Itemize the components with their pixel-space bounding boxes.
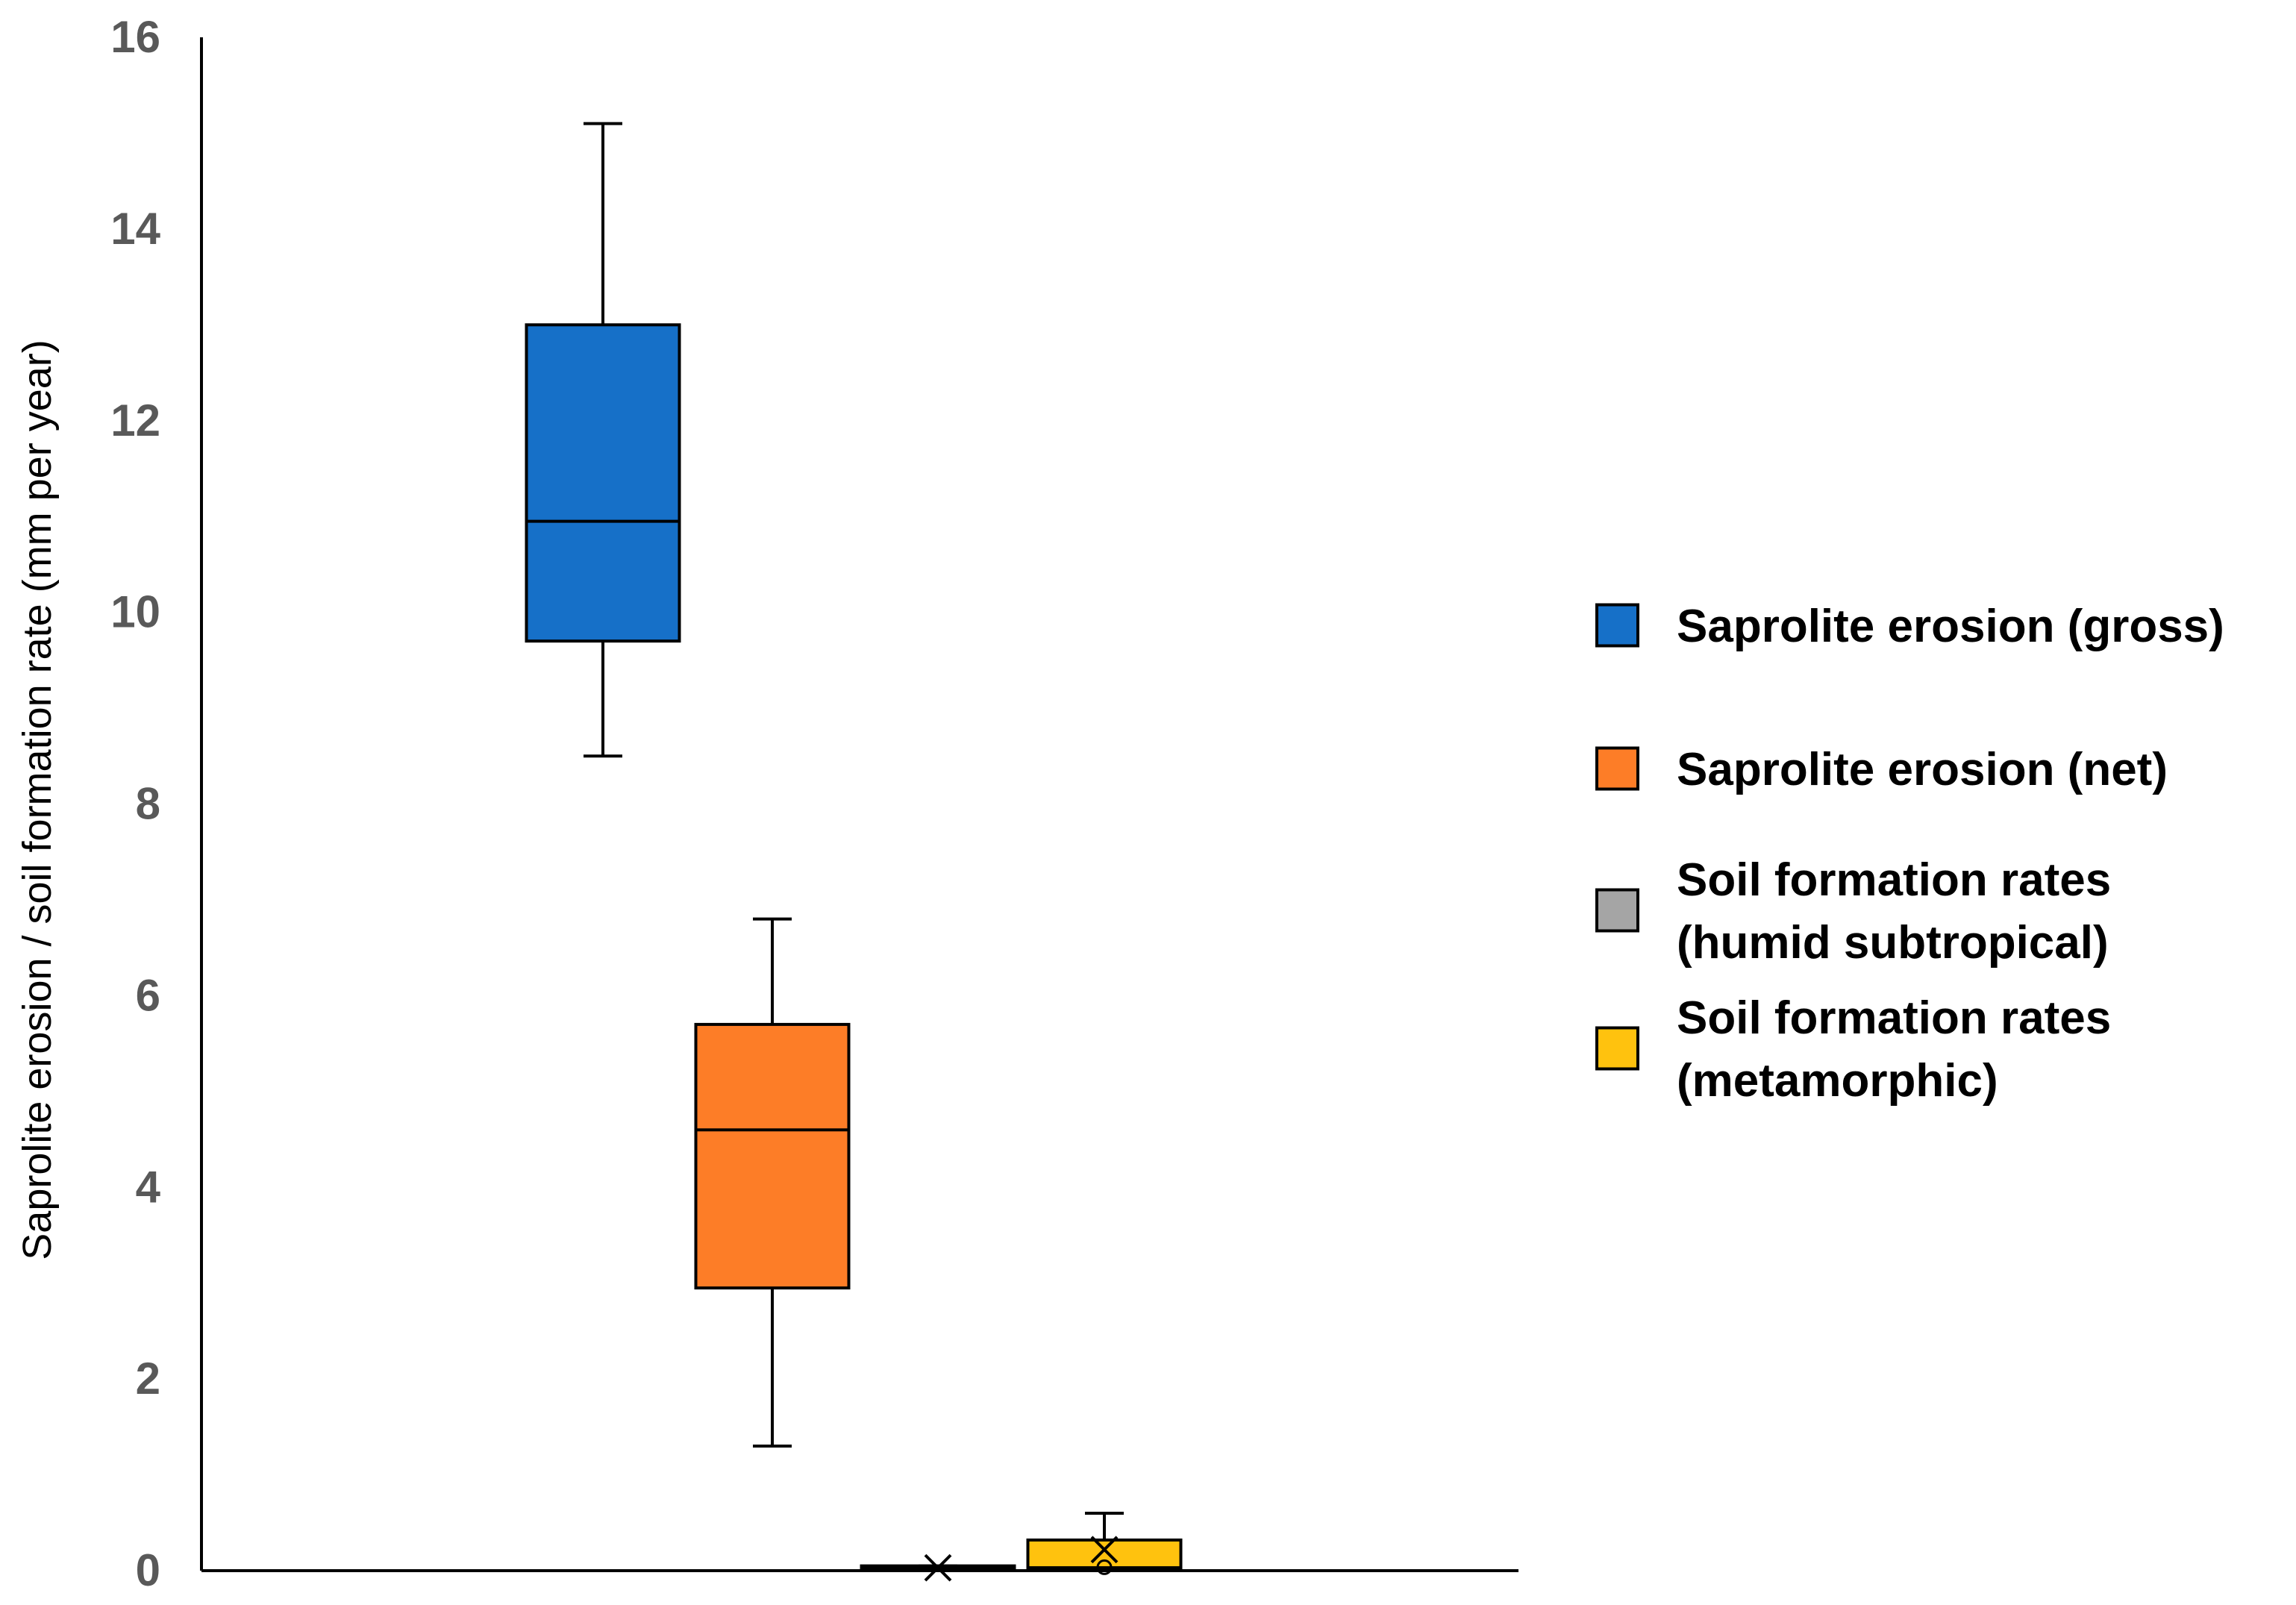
y-tick-label: 4 bbox=[136, 1162, 161, 1212]
legend-label: Saprolite erosion (net) bbox=[1677, 744, 2168, 795]
legend-label: (metamorphic) bbox=[1677, 1055, 1998, 1107]
legend-label: (humid subtropical) bbox=[1677, 917, 2109, 969]
box-series bbox=[525, 122, 681, 758]
mean-marker bbox=[924, 1554, 952, 1582]
y-tick-label: 10 bbox=[110, 587, 160, 637]
box-series bbox=[694, 917, 851, 1448]
y-tick-label: 0 bbox=[136, 1545, 160, 1595]
legend-item: Saprolite erosion (gross) bbox=[1595, 601, 2224, 652]
legend-label: Soil formation rates bbox=[1677, 854, 2111, 906]
data-point bbox=[1096, 1559, 1113, 1575]
legend-swatch bbox=[1595, 1026, 1639, 1071]
legend-label: Saprolite erosion (gross) bbox=[1677, 601, 2224, 652]
legend-item: Soil formation rates (metamorphic) bbox=[1595, 992, 2111, 1107]
y-tick-label: 8 bbox=[136, 779, 160, 829]
legend-item: Saprolite erosion (net) bbox=[1595, 744, 2168, 795]
y-tick-label: 2 bbox=[136, 1354, 160, 1404]
legend-swatch bbox=[1595, 888, 1639, 933]
legend-label: Soil formation rates bbox=[1677, 992, 2111, 1044]
box-series bbox=[860, 1554, 1016, 1582]
box-series bbox=[1026, 1511, 1183, 1571]
legend-item: Soil formation rates (humid subtropical) bbox=[1595, 854, 2111, 969]
y-tick-label: 16 bbox=[110, 12, 160, 62]
iqr-box bbox=[1026, 1538, 1183, 1570]
y-tick-label: 12 bbox=[110, 395, 160, 445]
y-tick-label: 6 bbox=[136, 970, 160, 1020]
axes: 0 2 4 6 8 10 12 14 16 bbox=[110, 12, 1518, 1595]
mean-marker bbox=[1090, 1536, 1119, 1564]
iqr-box bbox=[694, 1022, 851, 1290]
legend: Saprolite erosion (gross) Saprolite erosi… bbox=[1595, 601, 2224, 1107]
y-axis-title: Saprolite erosion / soil formation rate … bbox=[15, 340, 60, 1260]
plot-area bbox=[525, 122, 1183, 1582]
legend-swatch bbox=[1595, 603, 1639, 648]
y-tick-label: 14 bbox=[110, 204, 160, 254]
iqr-box bbox=[525, 323, 681, 643]
legend-swatch bbox=[1595, 746, 1639, 791]
